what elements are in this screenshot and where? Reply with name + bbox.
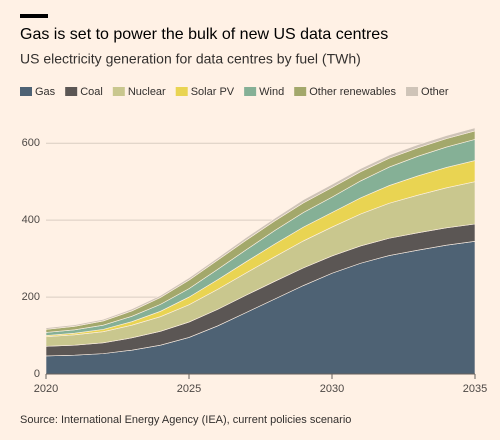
legend-swatch	[406, 87, 419, 96]
x-tick-label: 2035	[463, 383, 487, 395]
x-tick-label: 2020	[34, 383, 58, 395]
legend-label: Other renewables	[309, 86, 396, 98]
axes: 0 200 400 600 2020 2025 2030 2035	[22, 137, 488, 395]
x-tick-label: 2025	[177, 383, 201, 395]
legend: Gas Coal Nuclear Solar PV Wind Other renewabl…	[20, 86, 449, 98]
area	[45, 127, 476, 330]
legend-label: Nuclear	[128, 86, 166, 98]
areas	[45, 127, 476, 375]
y-tick-label: 200	[22, 291, 40, 303]
chart-subtitle: US electricity generation for data centr…	[20, 51, 361, 67]
brand-bar	[20, 14, 48, 18]
y-tick-label: 600	[22, 137, 40, 149]
y-tick-label: 400	[22, 214, 40, 226]
legend-label: Gas	[35, 86, 56, 98]
legend-swatch	[20, 87, 32, 96]
legend-label: Solar PV	[191, 86, 235, 98]
legend-swatch	[244, 87, 257, 96]
legend-label: Coal	[80, 86, 103, 98]
legend-label: Wind	[259, 86, 284, 98]
legend-swatch	[294, 87, 307, 96]
legend-swatch	[65, 87, 78, 96]
legend-swatch	[112, 87, 125, 96]
y-tick-label: 0	[34, 368, 40, 380]
chart-source: Source: International Energy Agency (IEA…	[20, 414, 351, 426]
legend-label: Other	[421, 86, 449, 98]
chart-title: Gas is set to power the bulk of new US d…	[20, 26, 388, 43]
x-tick-label: 2030	[320, 383, 344, 395]
legend-swatch	[175, 87, 188, 96]
